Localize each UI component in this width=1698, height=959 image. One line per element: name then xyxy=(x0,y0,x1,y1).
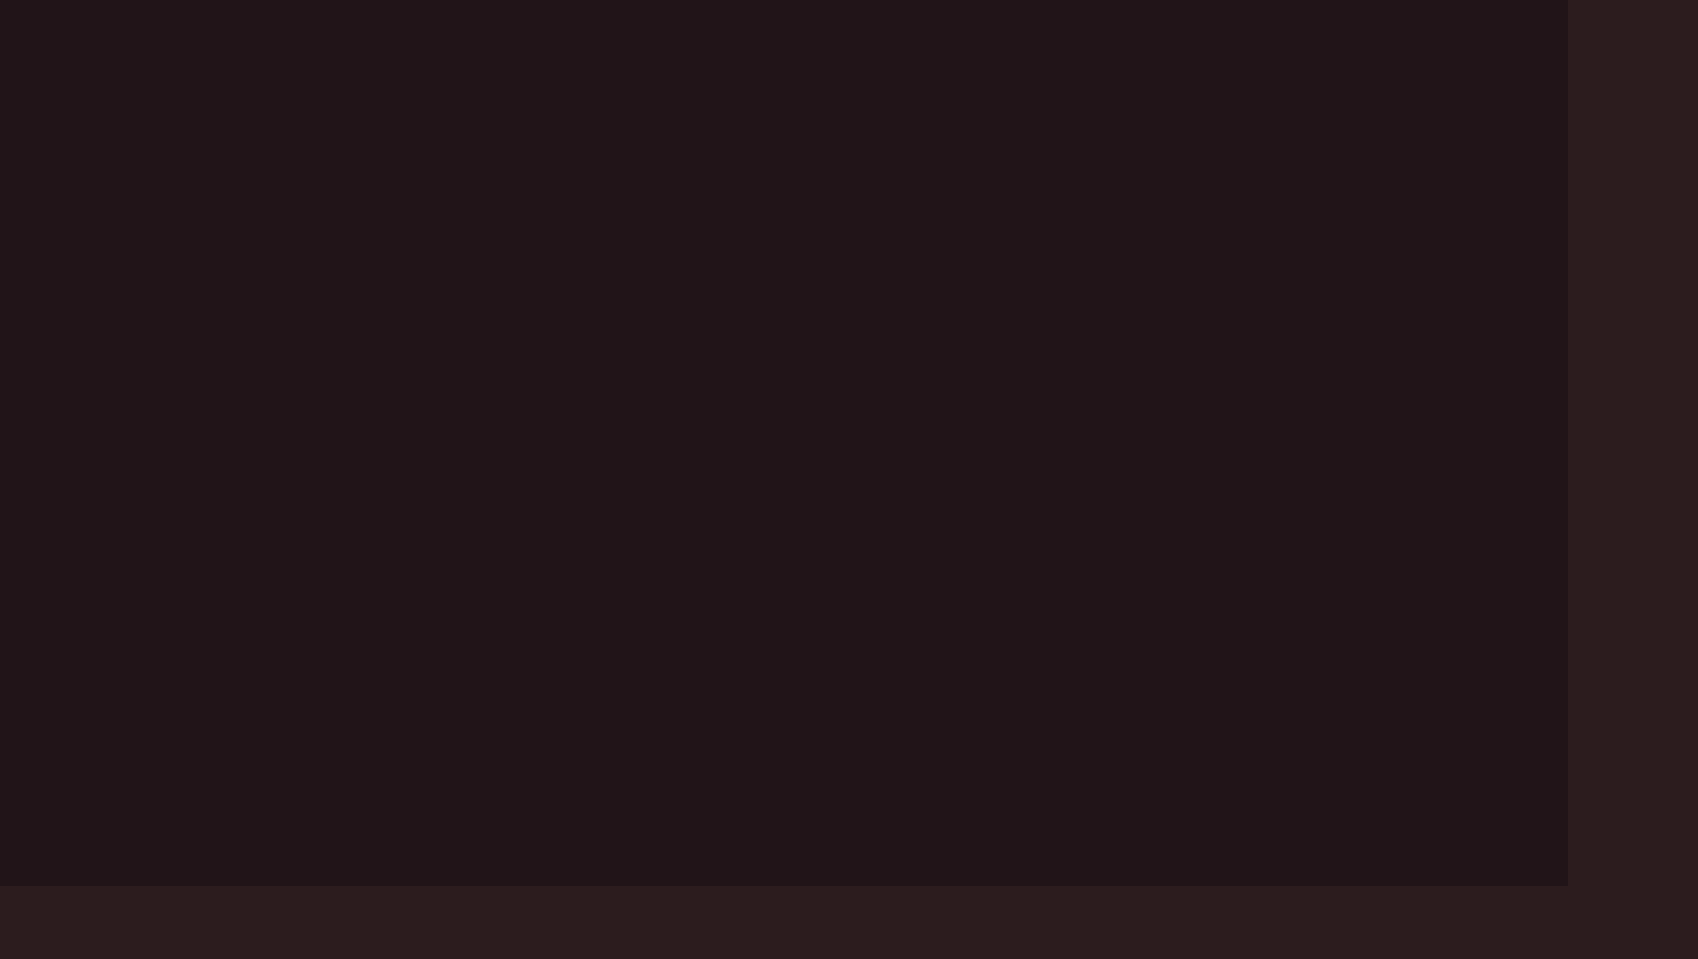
color-scheme-sheet: CreatorIAmAmeliaNotes:Secondary mat has … xyxy=(0,0,1568,886)
